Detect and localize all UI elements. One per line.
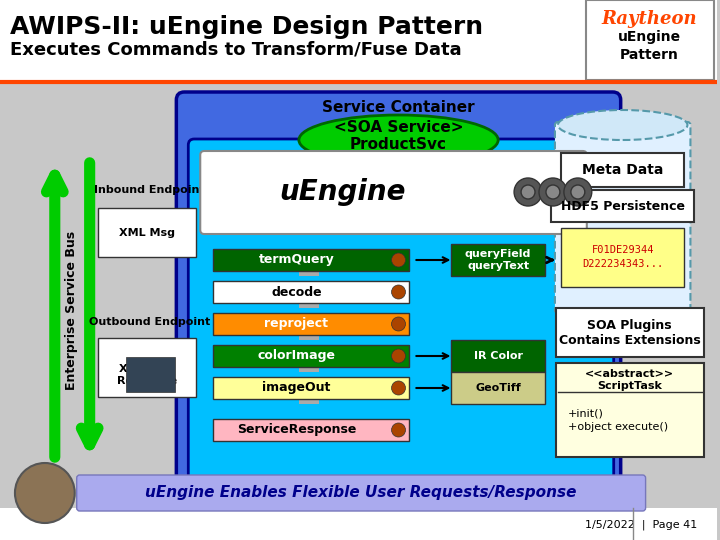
Circle shape [392,317,405,331]
Text: Outbound Endpoint: Outbound Endpoint [89,317,210,327]
FancyBboxPatch shape [299,398,319,404]
FancyBboxPatch shape [299,270,319,276]
FancyBboxPatch shape [555,122,690,313]
Text: termQuery: termQuery [258,253,334,267]
Text: Meta Data: Meta Data [582,163,663,177]
FancyBboxPatch shape [299,302,319,308]
Text: uEngine Enables Flexible User Requests/Response: uEngine Enables Flexible User Requests/R… [145,485,577,501]
FancyBboxPatch shape [551,190,694,222]
FancyBboxPatch shape [200,151,587,234]
Text: Executes Commands to Transform/Fuse Data: Executes Commands to Transform/Fuse Data [10,40,462,58]
Text: colorImage: colorImage [257,349,336,362]
Ellipse shape [299,115,498,165]
FancyBboxPatch shape [0,508,717,540]
Circle shape [514,178,542,206]
FancyBboxPatch shape [556,363,704,457]
FancyBboxPatch shape [0,0,717,80]
FancyBboxPatch shape [77,475,646,511]
FancyBboxPatch shape [299,334,319,340]
Text: <SOA Service>
ProductSvc: <SOA Service> ProductSvc [334,120,463,152]
Circle shape [392,381,405,395]
Circle shape [392,349,405,363]
Text: <<abstract>>
ScriptTask: <<abstract>> ScriptTask [585,369,674,391]
FancyArrowPatch shape [122,354,192,366]
FancyArrowPatch shape [81,163,98,445]
FancyBboxPatch shape [213,249,410,271]
FancyArrowPatch shape [47,175,63,457]
FancyBboxPatch shape [213,345,410,367]
Circle shape [539,178,567,206]
Text: reproject: reproject [264,318,328,330]
FancyBboxPatch shape [561,228,685,287]
Text: F01DE29344
D222234343...: F01DE29344 D222234343... [582,245,663,268]
Text: SOA Plugins
Contains Extensions: SOA Plugins Contains Extensions [559,319,701,348]
Text: HDF5 Persistence: HDF5 Persistence [561,199,685,213]
FancyBboxPatch shape [586,0,714,80]
Text: +init()
+object execute(): +init() +object execute() [568,408,668,431]
FancyBboxPatch shape [189,139,613,481]
FancyBboxPatch shape [213,377,410,399]
Circle shape [392,285,405,299]
Text: XML Msg: XML Msg [120,228,176,238]
FancyBboxPatch shape [451,340,545,372]
Circle shape [15,463,75,523]
Circle shape [521,185,535,199]
Circle shape [546,185,560,199]
FancyBboxPatch shape [451,244,545,276]
Text: uEngine
Pattern: uEngine Pattern [618,30,681,63]
Circle shape [392,423,405,437]
FancyBboxPatch shape [0,82,717,510]
Text: Inbound Endpoint: Inbound Endpoint [94,185,204,195]
Text: IR Color: IR Color [474,351,523,361]
FancyBboxPatch shape [299,366,319,372]
Circle shape [392,253,405,267]
Text: XML Msg
Response: XML Msg Response [117,364,178,386]
FancyBboxPatch shape [561,153,685,187]
Circle shape [564,178,592,206]
FancyBboxPatch shape [451,372,545,404]
Text: Service Container: Service Container [323,100,474,116]
FancyArrowPatch shape [112,225,182,235]
Text: Raytheon: Raytheon [602,10,698,28]
Text: imageOut: imageOut [262,381,330,395]
FancyBboxPatch shape [213,281,410,303]
Circle shape [571,185,585,199]
Text: AWIPS-II: uEngine Design Pattern: AWIPS-II: uEngine Design Pattern [10,15,483,39]
Text: queryField
queryText: queryField queryText [465,249,531,271]
Text: 1/5/2022  |  Page 41: 1/5/2022 | Page 41 [585,519,698,530]
Text: decode: decode [271,286,322,299]
FancyBboxPatch shape [98,338,197,397]
Text: uEngine: uEngine [279,178,405,206]
Ellipse shape [558,110,688,140]
FancyBboxPatch shape [556,308,704,357]
Text: ServiceResponse: ServiceResponse [237,423,356,436]
FancyBboxPatch shape [98,208,197,257]
FancyBboxPatch shape [213,313,410,335]
Text: Enterprise Service Bus: Enterprise Service Bus [66,231,78,389]
FancyBboxPatch shape [213,419,410,441]
FancyBboxPatch shape [125,357,176,392]
FancyBboxPatch shape [176,92,621,493]
Text: GeoTiff: GeoTiff [475,383,521,393]
